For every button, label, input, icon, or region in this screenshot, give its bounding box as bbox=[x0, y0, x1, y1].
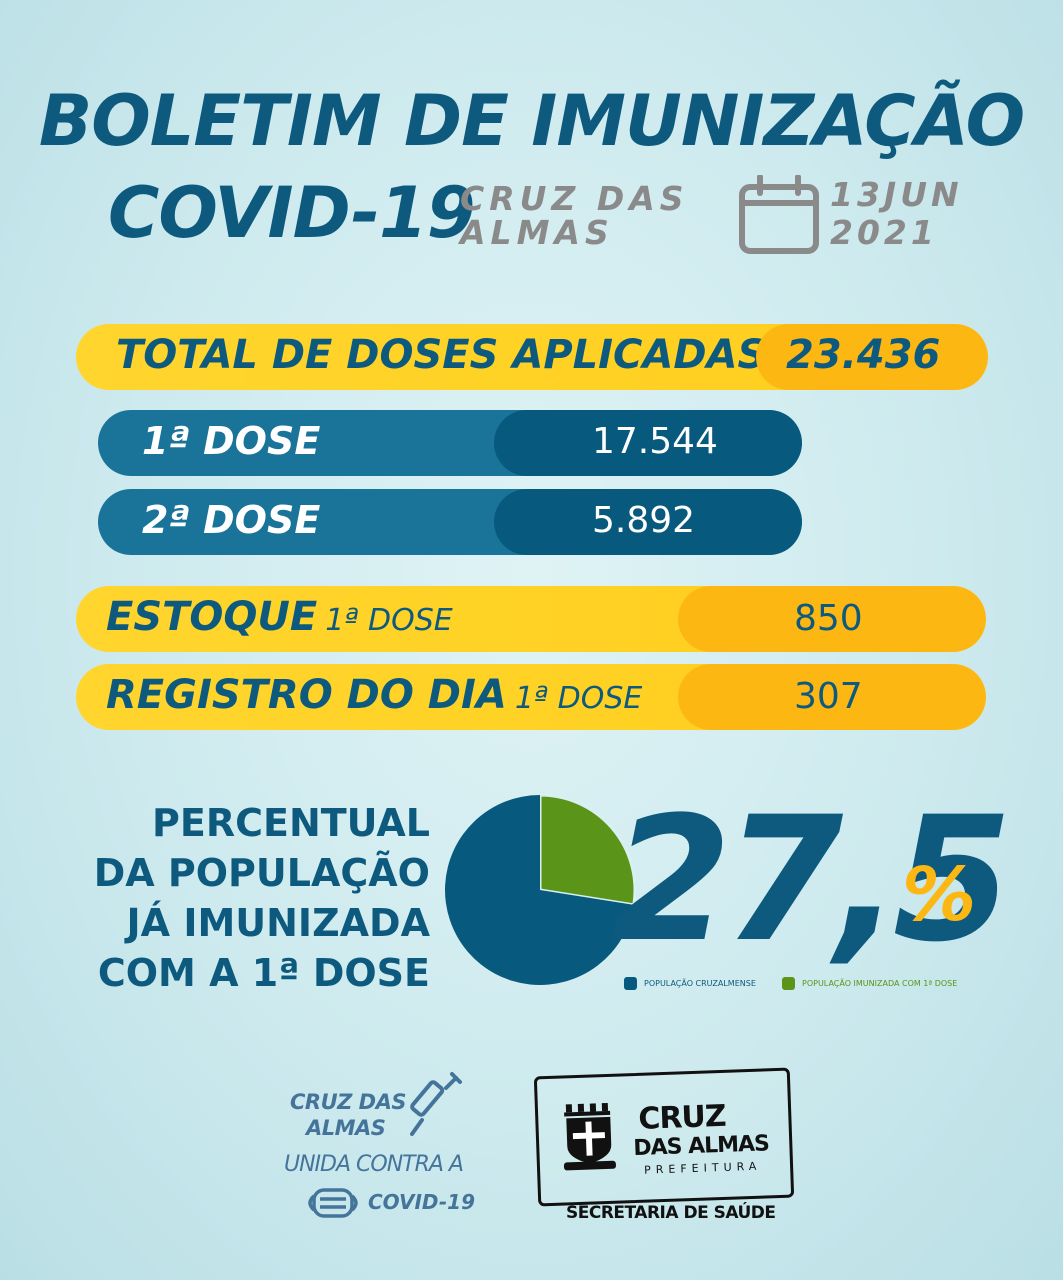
pie-chart bbox=[445, 793, 637, 985]
campaign-line-3: UNIDA CONTRA A bbox=[284, 1152, 464, 1177]
daily-value: 307 bbox=[794, 676, 863, 717]
total-doses-value-box: 23.436 bbox=[756, 324, 988, 390]
prefeitura-logo: CRUZ DAS ALMAS PREFEITURA bbox=[533, 1067, 795, 1207]
pie-slice-population bbox=[445, 795, 634, 985]
legend-label-immunized: POPULAÇÃO IMUNIZADA COM 1ª DOSE bbox=[802, 979, 958, 988]
stock-bar: ESTOQUE 1ª DOSE 850 bbox=[76, 586, 986, 652]
percent-line-2: DA POPULAÇÃO bbox=[93, 851, 430, 895]
daily-label: REGISTRO DO DIA 1ª DOSE bbox=[106, 672, 642, 718]
percent-symbol: % bbox=[902, 852, 977, 938]
logo-line-3: PREFEITURA bbox=[643, 1159, 762, 1177]
total-doses-bar: TOTAL DE DOSES APLICADAS 23.436 bbox=[76, 324, 988, 390]
page-title: BOLETIM DE IMUNIZAÇÃO bbox=[38, 80, 1025, 162]
campaign-line-1: CRUZ DAS bbox=[290, 1090, 406, 1114]
second-dose-label: 2ª DOSE bbox=[142, 498, 321, 542]
calendar-icon bbox=[739, 175, 819, 254]
campaign-logo: CRUZ DAS ALMAS UNIDA CONTRA A COVID-19 bbox=[280, 1072, 510, 1230]
first-dose-value-box: 17.544 bbox=[494, 410, 802, 476]
second-dose-value: 5.892 bbox=[592, 500, 696, 541]
total-doses-value: 23.436 bbox=[786, 332, 941, 378]
page-subtitle: COVID-19 bbox=[108, 172, 475, 254]
first-dose-bar: 1ª DOSE 17.544 bbox=[98, 410, 802, 476]
legend-swatch-immunized bbox=[782, 977, 795, 990]
logo-line-2: DAS ALMAS bbox=[632, 1131, 770, 1162]
department-name: SECRETARIA DE SAÚDE bbox=[566, 1203, 776, 1223]
second-dose-value-box: 5.892 bbox=[494, 489, 802, 555]
stock-label-main: ESTOQUE bbox=[106, 594, 318, 640]
legend-label-population: POPULAÇÃO CRUZALMENSE bbox=[644, 979, 756, 988]
stock-value-box: 850 bbox=[678, 586, 986, 652]
percent-line-4: COM A 1ª DOSE bbox=[97, 951, 430, 995]
second-dose-bar: 2ª DOSE 5.892 bbox=[98, 489, 802, 555]
first-dose-value: 17.544 bbox=[592, 421, 718, 462]
first-dose-label: 1ª DOSE bbox=[142, 419, 321, 463]
city-line-1: CRUZ DAS bbox=[460, 179, 689, 218]
stock-label: ESTOQUE 1ª DOSE bbox=[106, 594, 453, 640]
percent-value: 27,5 bbox=[612, 779, 1012, 980]
stock-label-sub: 1ª DOSE bbox=[325, 603, 453, 638]
campaign-line-2: ALMAS bbox=[306, 1116, 386, 1140]
city-name: CRUZ DAS ALMAS bbox=[460, 182, 690, 250]
mask-icon bbox=[308, 1188, 358, 1218]
syringe-icon bbox=[410, 1072, 462, 1136]
pie-slice-immunized bbox=[538, 793, 637, 907]
logo-line-1: CRUZ bbox=[637, 1098, 727, 1137]
daily-bar: REGISTRO DO DIA 1ª DOSE 307 bbox=[76, 664, 986, 730]
total-doses-label: TOTAL DE DOSES APLICADAS bbox=[116, 332, 767, 378]
report-date: 13JUN 2021 bbox=[830, 176, 963, 252]
stock-value: 850 bbox=[794, 598, 863, 639]
daily-label-sub: 1ª DOSE bbox=[514, 681, 643, 716]
daily-label-main: REGISTRO DO DIA bbox=[106, 672, 507, 718]
city-coat-of-arms bbox=[563, 1102, 616, 1171]
city-line-2: ALMAS bbox=[460, 213, 614, 252]
percent-line-1: PERCENTUAL bbox=[152, 801, 430, 845]
campaign-line-4: COVID-19 bbox=[368, 1190, 475, 1214]
percent-line-3: JÁ IMUNIZADA bbox=[126, 901, 430, 945]
date-line-1: 13JUN bbox=[830, 175, 963, 214]
legend-swatch-population bbox=[624, 977, 637, 990]
percent-description: PERCENTUAL DA POPULAÇÃO JÁ IMUNIZADA COM… bbox=[60, 798, 430, 998]
daily-value-box: 307 bbox=[678, 664, 986, 730]
date-line-2: 2021 bbox=[830, 213, 938, 252]
